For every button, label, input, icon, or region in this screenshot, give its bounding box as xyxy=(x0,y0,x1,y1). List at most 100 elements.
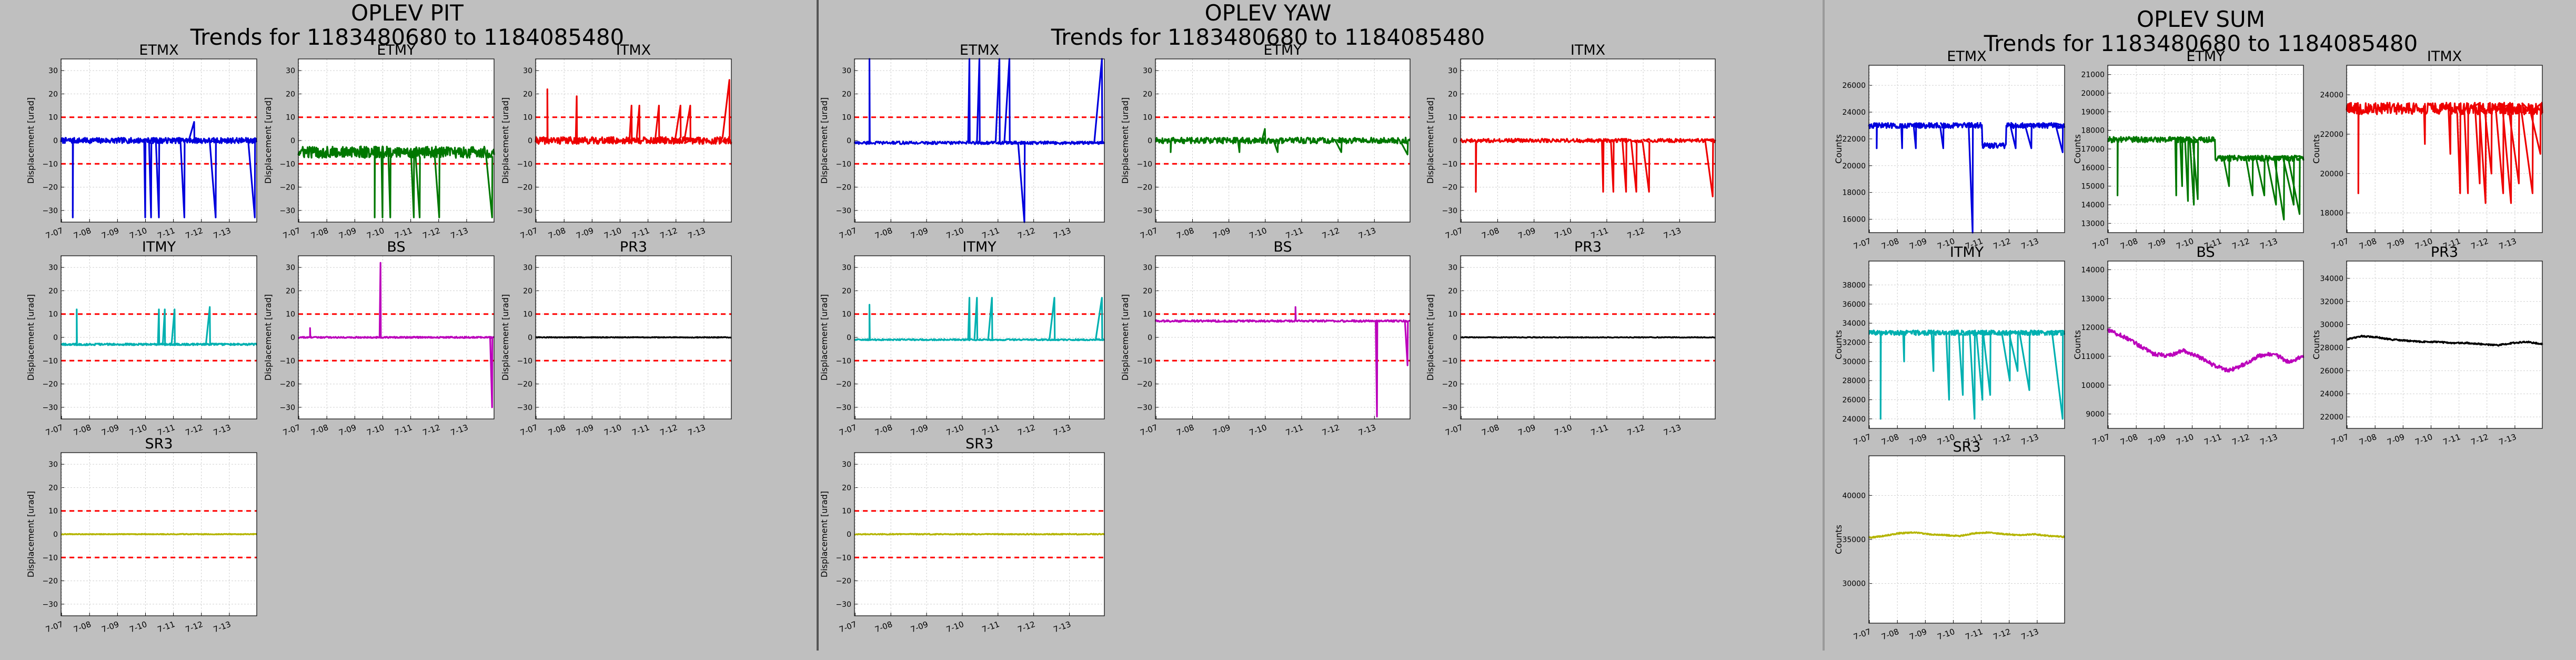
g2-etmy-ytick-label-1: 14000 xyxy=(2081,201,2105,209)
g0-itmy-ytick-label-2: −10 xyxy=(42,357,58,365)
g2-bs-xtick-label-2: 7-09 xyxy=(2147,432,2167,447)
g2-sr3-ytick-label-0: 30000 xyxy=(1842,580,1866,588)
g2-itmy-ytick-label-2: 28000 xyxy=(1842,377,1866,385)
g0-bs-ytick-label-0: −30 xyxy=(279,404,295,412)
g2-bs-ytick-label-4: 13000 xyxy=(2081,295,2105,303)
g2-itmy-plot-area xyxy=(1869,261,2065,428)
g0-bs-xtick-label-2: 7-09 xyxy=(338,423,358,438)
g2-itmy-ylabel: Counts xyxy=(1834,330,1844,359)
g0-bs-ylabel: Displacement [urad] xyxy=(263,294,273,381)
g1-pr3-xtick-label-5: 7-12 xyxy=(1626,423,1646,438)
g2-itmx-plot-area xyxy=(2347,65,2542,233)
g0-sr3-xtick-label-0: 7-07 xyxy=(44,619,64,635)
g1-etmx-ytick-label-2: −10 xyxy=(836,160,851,168)
g0-etmy-ytick-label-3: 0 xyxy=(290,137,295,145)
g2-bs-xtick-label-1: 7-08 xyxy=(2119,432,2139,447)
g2-pr3-frame xyxy=(2346,261,2543,429)
g2-bs-xtick-label-5: 7-12 xyxy=(2231,432,2251,447)
g0-bs-ytick-label-6: 30 xyxy=(286,264,295,272)
g0-sr3-ytick-label-4: 10 xyxy=(48,507,58,516)
g2-itmx-ytick-label-1: 20000 xyxy=(2320,170,2343,178)
g0-itmy-ylabel: Displacement [urad] xyxy=(26,294,36,381)
g0-etmx-title: ETMX xyxy=(139,42,178,58)
g2-pr3-ytick-label-5: 32000 xyxy=(2320,298,2343,306)
g0-itmy-ytick-label-5: 20 xyxy=(48,287,58,295)
g0-sr3-ytick-label-6: 30 xyxy=(48,461,58,469)
g0-bs-series-line xyxy=(298,262,495,408)
g2-pr3-xtick-label-0: 7-07 xyxy=(2330,432,2350,447)
g1-sr3-ytick-label-3: 0 xyxy=(847,531,851,539)
g1-sr3-xtick-label-1: 7-08 xyxy=(873,619,893,635)
g2-etmx-plot-area xyxy=(1869,65,2065,233)
g2-itmy-chart: ITMY 24000 26000 28000 30000 32000 34000 36000 3… xyxy=(1834,244,2066,447)
g1-bs-xtick-label-6: 7-13 xyxy=(1357,423,1377,438)
g0-etmy-ytick-label-5: 20 xyxy=(286,90,295,98)
g2-sr3-xtick-label-1: 7-08 xyxy=(1880,627,1900,642)
g1-pr3-ytick-label-3: 0 xyxy=(1453,334,1457,342)
g1-sr3-xtick-label-4: 7-11 xyxy=(981,619,1001,635)
g2-pr3-ytick-label-4: 30000 xyxy=(2320,321,2343,329)
g1-etmx-ytick-label-3: 0 xyxy=(847,137,851,145)
g0-sr3-ytick-label-5: 20 xyxy=(48,484,58,492)
group-title-yaw: OPLEV YAW Trends for 1183480680 to 11840… xyxy=(821,1,1715,49)
g0-itmx-ytick-label-0: −30 xyxy=(517,207,532,215)
g0-pr3-frame xyxy=(535,255,732,419)
g0-bs-xtick-label-1: 7-08 xyxy=(309,423,329,438)
g0-itmx-ytick-label-6: 30 xyxy=(523,67,532,75)
g1-etmx-series-line xyxy=(853,58,1105,223)
g2-etmy-chart: ETMY 13000 14000 15000 16000 17000 18000 19000 2… xyxy=(2072,48,2305,251)
g0-etmx-ytick-label-6: 30 xyxy=(48,67,58,75)
g1-etmx-ytick-label-0: −30 xyxy=(836,207,851,215)
g2-itmy-frame xyxy=(1868,261,2065,429)
g2-etmx-ytick-label-5: 26000 xyxy=(1842,82,1866,90)
g2-itmy-series-line xyxy=(1868,329,2066,420)
g1-itmx-series-line xyxy=(1460,137,1716,197)
g0-sr3-chart: SR3 −30 −20 −10 0 10 20 30 7-07 7-08 7-09 7-10 7-11 7… xyxy=(26,436,257,635)
group-title-yaw-main: OPLEV YAW xyxy=(1204,0,1332,26)
g0-pr3-ytick-label-6: 30 xyxy=(523,264,532,272)
group-title-sum-subtitle: Trends for 1183480680 to 1184085480 xyxy=(1984,31,2418,56)
g0-itmy-ytick-label-4: 10 xyxy=(48,311,58,319)
g2-itmx-ytick-label-2: 22000 xyxy=(2320,131,2343,139)
g2-etmy-ytick-label-8: 21000 xyxy=(2081,71,2105,79)
g1-bs-ytick-label-2: −10 xyxy=(1136,357,1152,365)
g1-bs-xtick-label-0: 7-07 xyxy=(1139,423,1159,438)
g0-bs-ytick-label-3: 0 xyxy=(290,334,295,342)
g2-etmx-ytick-label-2: 20000 xyxy=(1842,162,1866,171)
g2-sr3-xtick-label-6: 7-13 xyxy=(2020,627,2040,642)
g2-pr3-chart: PR3 22000 24000 26000 28000 30000 32000 34000 7-… xyxy=(2311,244,2543,447)
g0-bs-ytick-label-4: 10 xyxy=(286,311,295,319)
g1-sr3-ytick-label-6: 30 xyxy=(842,461,851,469)
g1-itmx-ylabel: Displacement [urad] xyxy=(1425,97,1435,184)
g2-pr3-ytick-label-2: 26000 xyxy=(2320,367,2343,375)
g1-pr3-ylabel: Displacement [urad] xyxy=(1425,294,1435,381)
g0-itmy-ytick-label-3: 0 xyxy=(53,334,58,342)
g2-itmy-ytick-label-6: 36000 xyxy=(1842,301,1866,309)
g1-pr3-ytick-label-4: 10 xyxy=(1448,311,1457,319)
g1-itmx-ytick-label-6: 30 xyxy=(1448,67,1457,75)
g1-pr3-frame xyxy=(1460,255,1716,419)
g0-itmy-series-line xyxy=(60,306,257,346)
g0-pr3-xtick-label-4: 7-11 xyxy=(631,423,651,438)
g2-pr3-plot-area xyxy=(2347,261,2542,428)
g2-etmx-title: ETMX xyxy=(1947,48,1986,65)
g1-etmy-title: ETMY xyxy=(1263,42,1302,58)
g1-etmy-ytick-label-3: 0 xyxy=(1148,137,1152,145)
g2-etmy-title: ETMY xyxy=(2186,48,2225,65)
g1-etmy-ytick-label-4: 10 xyxy=(1143,114,1152,122)
g0-itmy-ytick-label-1: −20 xyxy=(42,381,58,389)
group-divider-right xyxy=(1823,0,1825,651)
g2-bs-ytick-label-2: 11000 xyxy=(2081,353,2105,361)
g1-etmx-ytick-label-6: 30 xyxy=(842,67,851,75)
g1-pr3-xtick-label-1: 7-08 xyxy=(1481,423,1501,438)
g0-itmx-ytick-label-2: −10 xyxy=(517,160,532,168)
